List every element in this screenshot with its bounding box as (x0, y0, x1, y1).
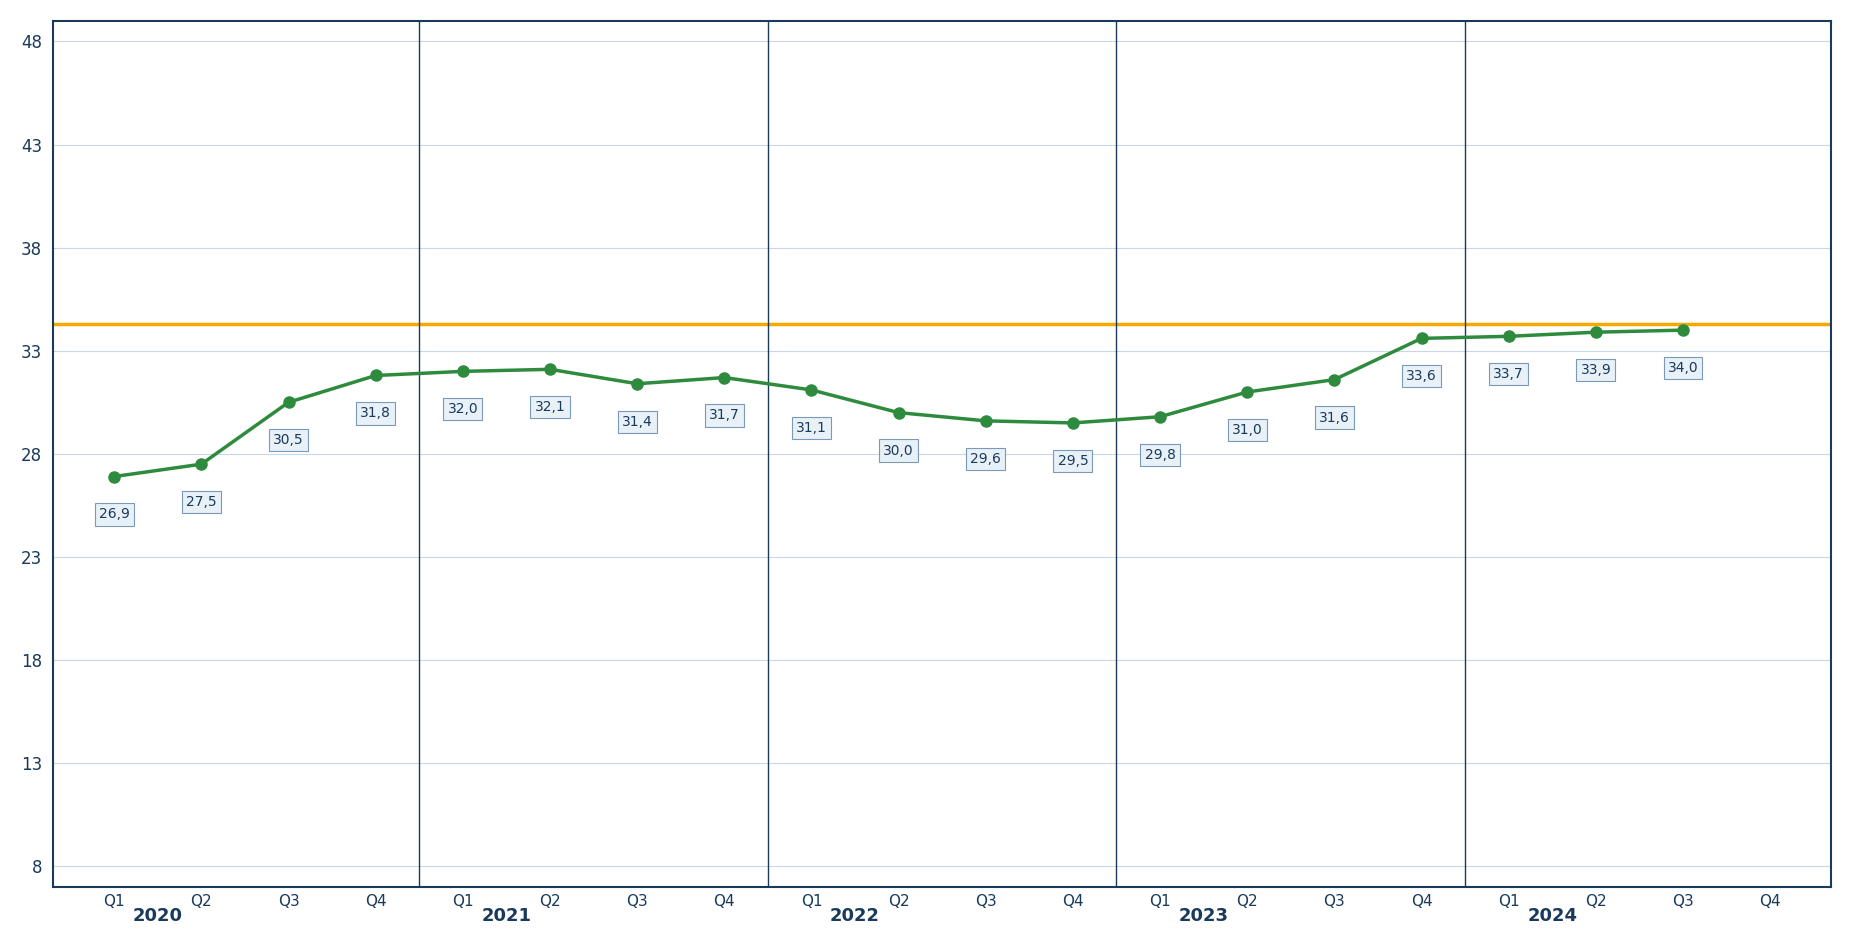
Text: 26,9: 26,9 (98, 507, 130, 521)
Text: 32,1: 32,1 (535, 400, 565, 414)
Text: 2024: 2024 (1528, 907, 1578, 925)
Text: 32,0: 32,0 (448, 403, 478, 416)
Text: 2023: 2023 (1178, 907, 1228, 925)
Text: 31,0: 31,0 (1232, 422, 1263, 437)
Text: 34,0: 34,0 (1667, 361, 1698, 375)
Text: 31,7: 31,7 (709, 408, 739, 422)
Text: 2022: 2022 (830, 907, 880, 925)
Text: 30,5: 30,5 (274, 433, 304, 447)
Text: 27,5: 27,5 (185, 495, 217, 509)
Text: 33,7: 33,7 (1493, 367, 1524, 381)
Text: 31,4: 31,4 (622, 415, 652, 429)
Text: 2020: 2020 (133, 907, 183, 925)
Text: 33,9: 33,9 (1580, 363, 1611, 377)
Text: 30,0: 30,0 (883, 443, 913, 457)
Text: 31,8: 31,8 (361, 406, 391, 421)
Text: 2021: 2021 (482, 907, 532, 925)
Text: 33,6: 33,6 (1406, 370, 1437, 383)
Text: 29,8: 29,8 (1145, 448, 1176, 462)
Text: 31,1: 31,1 (796, 421, 826, 435)
Text: 29,5: 29,5 (1057, 454, 1089, 468)
Text: 31,6: 31,6 (1319, 410, 1350, 424)
Text: 29,6: 29,6 (970, 452, 1002, 466)
